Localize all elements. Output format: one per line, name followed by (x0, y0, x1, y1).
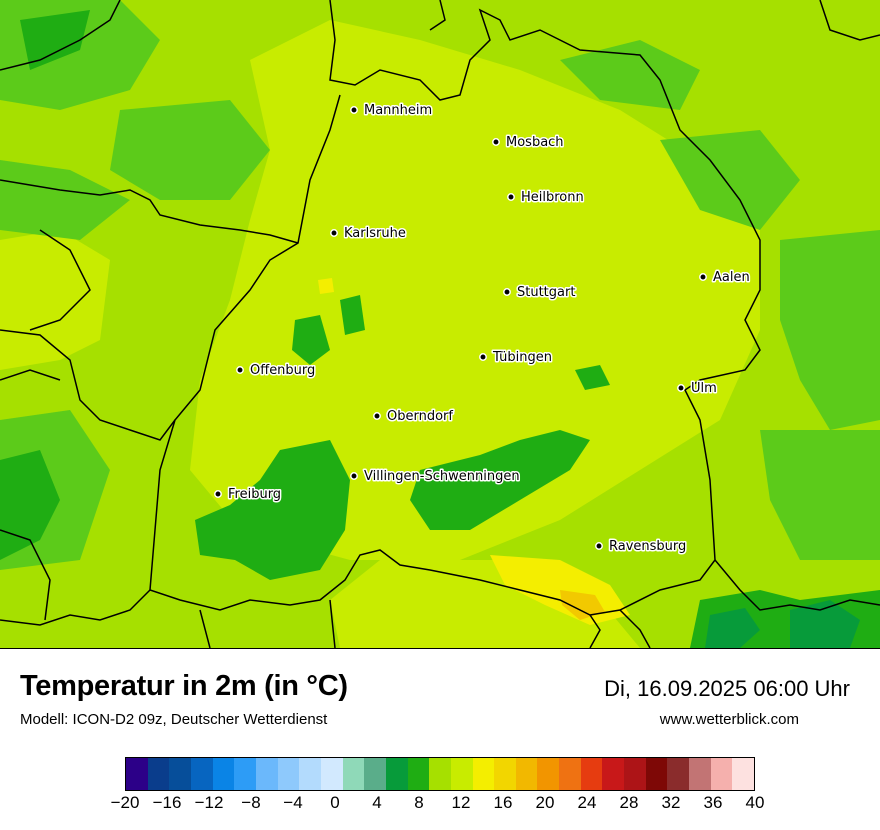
color-scale-legend (125, 757, 755, 791)
city-dot-ulm (677, 384, 685, 392)
legend-swatch (559, 758, 581, 790)
legend-tick-labels: −20 −16 −12 −8 −4 0 4 8 12 16 20 24 28 32 36 40 (0, 793, 880, 823)
legend-swatch (624, 758, 646, 790)
city-dot-ravensburg (595, 542, 603, 550)
city-label-ravensburg: Ravensburg (609, 539, 686, 554)
legend-swatch (407, 758, 430, 790)
website-credit: www.wetterblick.com (659, 711, 799, 728)
city-label-mosbach: Mosbach (506, 135, 564, 150)
city-label-oberndorf: Oberndorf (387, 409, 453, 424)
legend-swatch (126, 758, 148, 790)
legend-tick-label: 4 (372, 793, 382, 812)
city-label-freiburg: Freiburg (228, 487, 281, 502)
legend-swatch (320, 758, 343, 790)
forecast-datetime: Di, 16.09.2025 06:00 Uhr (604, 676, 850, 701)
legend-tick-label: 36 (703, 793, 723, 812)
city-dot-offenburg (236, 366, 244, 374)
legend-swatch (385, 758, 408, 790)
city-dot-mannheim (350, 106, 358, 114)
state-borders (0, 0, 880, 648)
legend-tick-label: 12 (451, 793, 471, 812)
legend-tick-label: 20 (535, 793, 555, 812)
legend-swatch (472, 758, 495, 790)
temperature-field (0, 0, 880, 648)
legend-swatch (299, 758, 321, 790)
legend-tick-label: 8 (414, 793, 424, 812)
city-dot-freiburg (214, 490, 222, 498)
legend-swatch (234, 758, 256, 790)
model-source: Modell: ICON-D2 09z, Deutscher Wetterdie… (20, 711, 328, 728)
legend-swatch (429, 758, 451, 790)
legend-swatch (602, 758, 625, 790)
legend-swatch (190, 758, 213, 790)
city-dot-villingen-schwenningen (350, 472, 358, 480)
city-label-ulm: Ulm (691, 381, 717, 396)
map-canvas: Mannheim Mosbach Heilbronn Karlsruhe Aalen St… (0, 0, 880, 648)
city-dot-oberndorf (373, 412, 381, 420)
legend-swatch (450, 758, 473, 790)
legend-swatch (169, 758, 191, 790)
city-dot-karlsruhe (330, 229, 338, 237)
legend-tick-label: −20 (110, 793, 140, 812)
legend-tick-label: 16 (493, 793, 513, 812)
legend-tick-label: 40 (745, 793, 765, 812)
legend-swatch (212, 758, 235, 790)
city-label-stuttgart: Stuttgart (517, 285, 575, 300)
city-dot-heilbronn (507, 193, 515, 201)
legend-tick-label: −12 (194, 793, 224, 812)
legend-tick-label: 0 (330, 793, 340, 812)
legend-tick-label: −16 (152, 793, 182, 812)
legend-swatch (689, 758, 711, 790)
city-dot-mosbach (492, 138, 500, 146)
legend-tick-label: −4 (283, 793, 303, 812)
city-label-t-bingen: Tübingen (492, 350, 552, 365)
legend-tick-label: 28 (619, 793, 639, 812)
map-title: Temperatur in 2m (in °C) (20, 670, 348, 702)
city-label-heilbronn: Heilbronn (521, 190, 584, 205)
city-dot-aalen (699, 273, 707, 281)
legend-tick-label: 24 (577, 793, 597, 812)
legend-swatch (667, 758, 690, 790)
city-dot-stuttgart (503, 288, 511, 296)
legend-tick-label: 32 (661, 793, 681, 812)
city-label-aalen: Aalen (713, 270, 750, 285)
city-dot-t-bingen (479, 353, 487, 361)
legend-swatch (494, 758, 516, 790)
city-label-karlsruhe: Karlsruhe (344, 226, 406, 241)
legend-swatch (364, 758, 386, 790)
legend-swatch (645, 758, 668, 790)
city-label-offenburg: Offenburg (250, 363, 315, 378)
legend-swatch (580, 758, 603, 790)
legend-tick-label: −8 (241, 793, 261, 812)
legend-swatch (710, 758, 733, 790)
legend-swatch (255, 758, 278, 790)
city-label-villingen-schwenningen: Villingen-Schwenningen (364, 469, 520, 484)
temperature-map: Mannheim Mosbach Heilbronn Karlsruhe Aalen St… (0, 0, 880, 649)
legend-swatch (732, 758, 755, 790)
city-markers: Mannheim Mosbach Heilbronn Karlsruhe Aalen St… (214, 102, 751, 556)
legend-swatch (342, 758, 365, 790)
legend-swatch (515, 758, 538, 790)
legend-swatch (277, 758, 300, 790)
city-label-mannheim: Mannheim (364, 103, 432, 118)
legend-swatch (147, 758, 170, 790)
legend-swatch (537, 758, 560, 790)
